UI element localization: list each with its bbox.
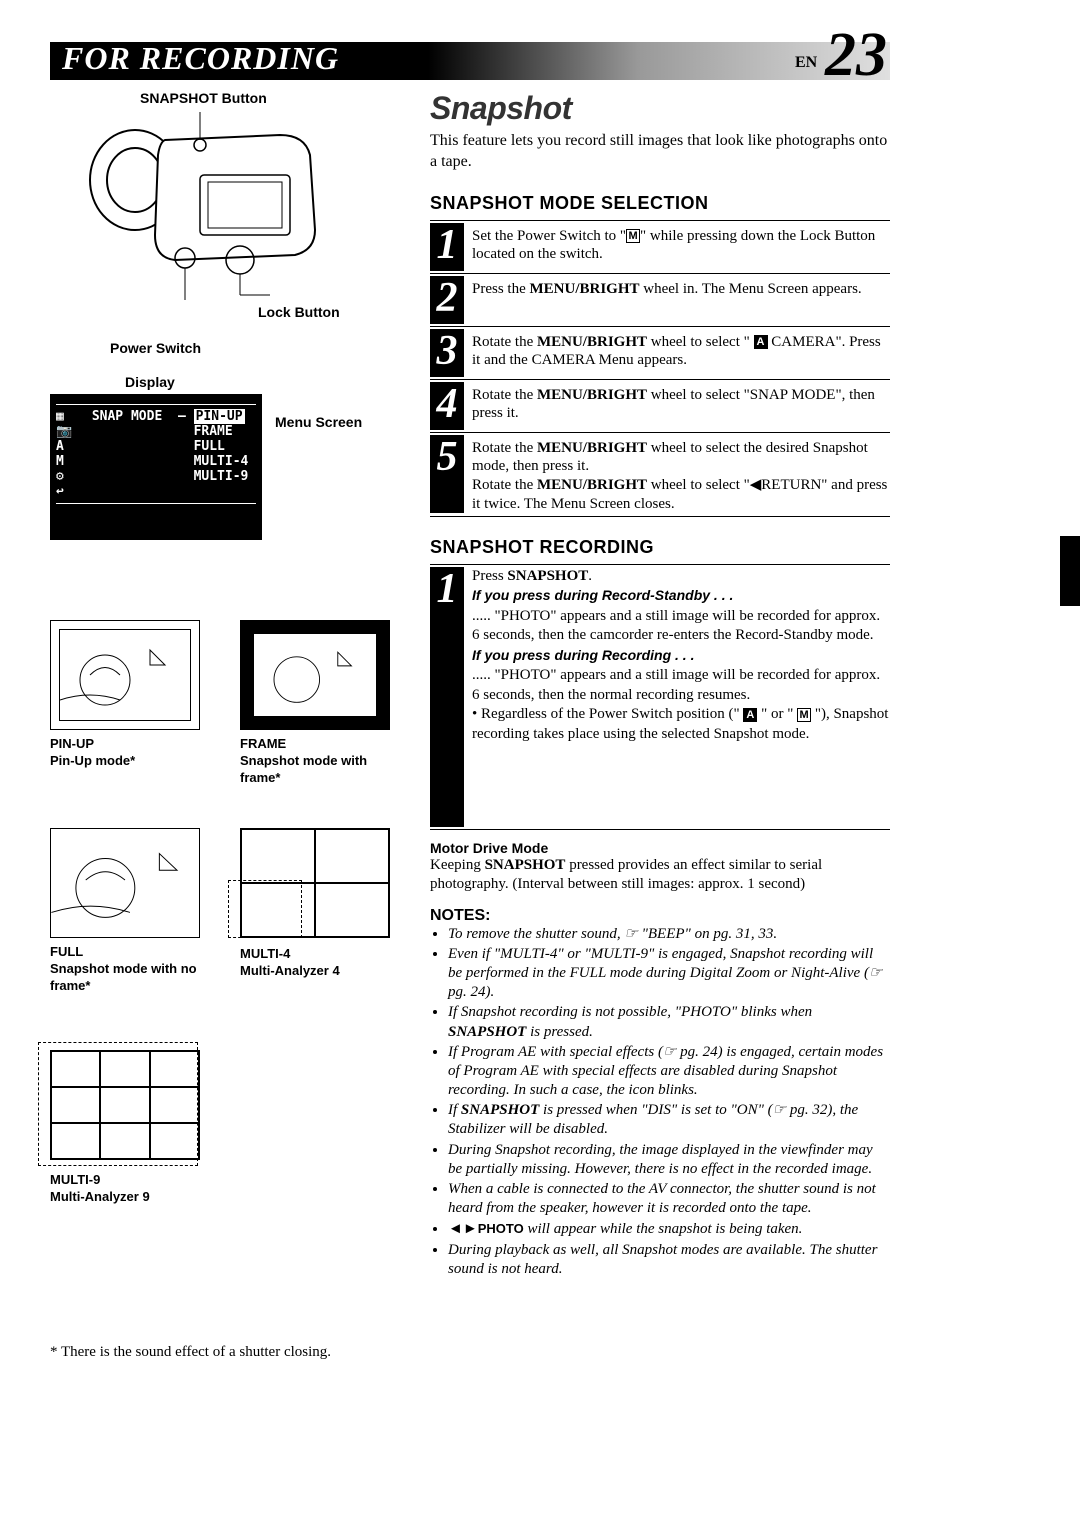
- footnote: * There is the sound effect of a shutter…: [50, 1344, 331, 1361]
- n3a: If Snapshot recording is not possible, "…: [448, 1004, 812, 1020]
- a-icon-inv2: A: [743, 708, 757, 722]
- recording-sub-head: If you press during Recording . . .: [472, 647, 694, 663]
- motor-a: Keeping: [430, 857, 485, 873]
- note-6: During Snapshot recording, the image dis…: [448, 1141, 890, 1179]
- frame-desc: Snapshot mode with frame*: [240, 753, 367, 785]
- left-column: SNAPSHOT Button Lock Button Power Switch…: [50, 90, 420, 380]
- rec-press-c: .: [588, 568, 592, 584]
- rec-step-num-col: 1: [430, 567, 464, 827]
- n3c: is pressed.: [526, 1024, 593, 1040]
- m-icon: M: [626, 229, 640, 243]
- edge-tab: [1060, 536, 1080, 606]
- a-icon-inv: A: [754, 335, 768, 349]
- note-4: If Program AE with special effects (☞ pg…: [448, 1043, 890, 1101]
- rec-text: Press SNAPSHOT. If you press during Reco…: [472, 567, 890, 745]
- n5a: If: [448, 1102, 461, 1118]
- step-2: 2 Press the MENU/BRIGHT wheel in. The Me…: [430, 274, 890, 327]
- menu-option-pinup: PIN-UP: [194, 409, 245, 424]
- step-3: 3 Rotate the MENU/BRIGHT wheel to select…: [430, 327, 890, 380]
- note-8: ◄►PHOTO will appear while the snapshot i…: [448, 1219, 890, 1239]
- menu-option-full: FULL: [194, 439, 225, 454]
- step5-e: MENU/BRIGHT: [537, 477, 647, 493]
- page-lang-prefix: EN: [795, 54, 817, 72]
- step-5: 5 Rotate the MENU/BRIGHT wheel to select…: [430, 433, 890, 517]
- note-1: To remove the shutter sound, ☞ "BEEP" on…: [448, 925, 890, 944]
- header-title: FOR RECORDING: [62, 40, 339, 77]
- n5b: SNAPSHOT: [461, 1102, 539, 1118]
- standby-head: If you press during Record-Standby . . .: [472, 587, 733, 603]
- camcorder-illustration: [70, 100, 340, 300]
- menu-sep: –: [178, 409, 186, 424]
- note-5: If SNAPSHOT is pressed when "DIS" is set…: [448, 1101, 890, 1139]
- n8b: PHOTO: [478, 1221, 524, 1236]
- note-7: When a cable is connected to the AV conn…: [448, 1180, 890, 1218]
- step3-b: MENU/BRIGHT: [537, 334, 647, 350]
- step-4: 4 Rotate the MENU/BRIGHT wheel to select…: [430, 380, 890, 433]
- power-switch-label: Power Switch: [110, 340, 201, 356]
- motor-body: Keeping SNAPSHOT pressed provides an eff…: [430, 856, 890, 895]
- n8c: will appear while the snapshot is being …: [524, 1221, 803, 1237]
- thumb-multi4: MULTI-4 Multi-Analyzer 4: [240, 828, 400, 995]
- snapshot-title: Snapshot: [430, 90, 890, 127]
- step1-a: Set the Power Switch to ": [472, 228, 626, 244]
- step2-c: wheel in. The Menu Screen appears.: [640, 281, 862, 297]
- step4-b: MENU/BRIGHT: [537, 387, 647, 403]
- step3-c: wheel to select ": [647, 334, 754, 350]
- menu-screen-display: ▦📷AM⚙↩ SNAP MODE – PIN-UP FRAME FULL MUL…: [50, 394, 262, 540]
- multi4-desc: Multi-Analyzer 4: [240, 963, 340, 978]
- step2-b: MENU/BRIGHT: [530, 281, 640, 297]
- step2-a: Press the: [472, 281, 530, 297]
- motor-drive-head: Motor Drive Mode: [430, 840, 890, 856]
- note-2: Even if "MULTI-4" or "MULTI-9" is engage…: [448, 945, 890, 1003]
- menu-screen-label: Menu Screen: [275, 414, 362, 430]
- n3b: SNAPSHOT: [448, 1024, 526, 1040]
- step5-a: Rotate the: [472, 440, 537, 456]
- thumb-frame: FRAME Snapshot mode with frame*: [240, 620, 400, 787]
- step-1: 1 Set the Power Switch to "M" while pres…: [430, 221, 890, 274]
- thumb-pinup: PIN-UP Pin-Up mode*: [50, 620, 210, 787]
- step5-b: MENU/BRIGHT: [537, 440, 647, 456]
- rec-press-a: Press: [472, 568, 507, 584]
- pinup-desc: Pin-Up mode*: [50, 753, 135, 768]
- motor-b: SNAPSHOT: [485, 857, 566, 873]
- mode-selection-heading: SNAPSHOT MODE SELECTION: [430, 193, 890, 214]
- page-number: 23: [825, 20, 887, 91]
- multi4-title: MULTI-4: [240, 946, 290, 961]
- rec-press-b: SNAPSHOT: [507, 568, 588, 584]
- recording-heading: SNAPSHOT RECORDING: [430, 537, 890, 558]
- recording-body: ..... "PHOTO" appears and a still image …: [472, 667, 880, 703]
- step5-d: Rotate the: [472, 477, 537, 493]
- full-title: FULL: [50, 944, 83, 959]
- menu-option-multi4: MULTI-4: [194, 454, 249, 469]
- standby-body: ..... "PHOTO" appears and a still image …: [472, 608, 880, 644]
- pinup-title: PIN-UP: [50, 736, 94, 751]
- step4-a: Rotate the: [472, 387, 537, 403]
- intro-text: This feature lets you record still image…: [430, 131, 890, 173]
- steps-list: 1 Set the Power Switch to "M" while pres…: [430, 220, 890, 517]
- menu-option-frame: FRAME: [194, 424, 233, 439]
- note-9: During playback as well, all Snapshot mo…: [448, 1241, 890, 1279]
- notes-list: To remove the shutter sound, ☞ "BEEP" on…: [430, 925, 890, 1279]
- m-icon2: M: [797, 708, 811, 722]
- note-3: If Snapshot recording is not possible, "…: [448, 1003, 890, 1041]
- full-desc: Snapshot mode with no frame*: [50, 961, 197, 993]
- regardless-b: " or ": [757, 706, 797, 722]
- regardless-a: • Regardless of the Power Switch positio…: [472, 706, 743, 722]
- multi9-desc: Multi-Analyzer 9: [50, 1189, 150, 1204]
- multi9-title: MULTI-9: [50, 1172, 100, 1187]
- display-label: Display: [125, 374, 175, 390]
- right-column: Snapshot This feature lets you record st…: [430, 90, 890, 1280]
- lock-button-label: Lock Button: [258, 304, 340, 320]
- frame-title: FRAME: [240, 736, 286, 751]
- menu-option-multi9: MULTI-9: [194, 469, 249, 484]
- notes-heading: NOTES:: [430, 907, 890, 925]
- menu-snap-mode: SNAP MODE: [92, 409, 162, 424]
- step3-a: Rotate the: [472, 334, 537, 350]
- thumb-full: FULL Snapshot mode with no frame*: [50, 828, 210, 995]
- thumb-multi9: MULTI-9 Multi-Analyzer 9: [50, 1050, 210, 1206]
